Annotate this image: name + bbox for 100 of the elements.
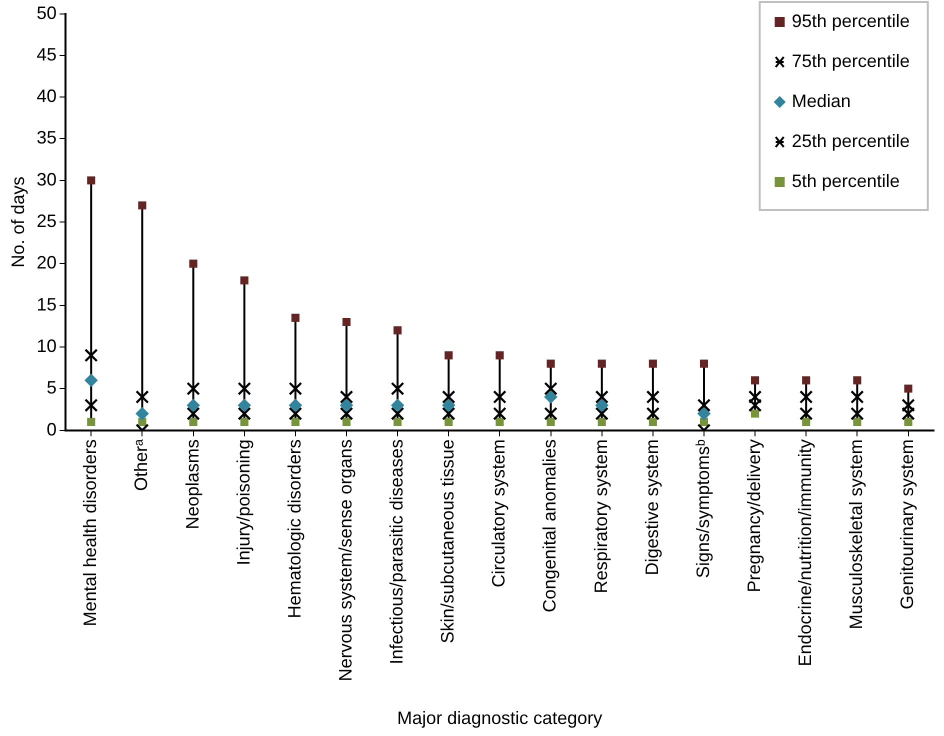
point [850,390,864,404]
point [342,418,351,426]
point [240,276,248,284]
x-tick-label: Nervous system/sense organs [335,439,356,682]
y-tick-label: 50 [36,2,57,23]
point [291,314,300,322]
y-tick-label: 0 [46,419,57,440]
point [444,351,453,360]
point [853,376,862,384]
y-tick-label: 45 [36,44,57,64]
point [186,406,200,420]
x-tick-label: Congenital anomalies [540,439,560,612]
y-tick-label: 10 [36,336,57,356]
x-tick-label: Hematologic disorders [284,439,304,618]
point [186,382,200,396]
x-tick-label: Signs/symptomsᵇ [692,439,713,578]
point [444,418,453,426]
y-tick-label: 40 [36,86,57,106]
point [84,348,98,362]
point [138,201,146,210]
point [697,398,711,412]
y-tick-label: 25 [36,211,57,232]
y-tick-label: 35 [36,128,57,148]
point [342,318,351,326]
point [136,407,149,420]
y-tick-label: 5 [46,378,57,398]
point [240,418,248,426]
point [390,382,404,396]
legend-label: Median [792,90,851,111]
point [648,418,657,426]
point [238,382,252,396]
point [799,406,813,420]
point [84,398,98,412]
point [189,418,198,426]
point [799,390,813,404]
point [391,398,404,412]
y-tick-label: 20 [36,252,57,273]
point [544,390,558,404]
point [802,376,810,384]
point [546,360,555,368]
point [340,390,354,404]
point [598,418,606,426]
point [648,360,657,368]
legend-label: 75th percentile [792,50,910,71]
point [394,418,402,426]
legend-label: 95th percentile [792,10,910,31]
point [84,374,98,387]
point [442,390,456,404]
point [492,390,506,404]
point [87,176,96,184]
point [288,398,302,412]
point [595,398,608,412]
point [238,398,251,412]
point [700,360,708,368]
point [340,398,354,412]
point [394,326,402,334]
point [492,406,506,420]
x-tick-label: Digestive system [642,439,662,576]
point [904,384,912,393]
x-tick-label: Endocrine/nutrition/immunity [795,439,816,666]
legend-label: 25th percentile [792,130,910,151]
x-tick-label: Mental health disorders [80,439,100,626]
point [138,418,146,426]
x-tick-label: Pregnancy/delivery [744,439,764,592]
point [697,407,710,420]
point [238,406,252,420]
point [850,406,864,420]
point [646,406,660,420]
point [853,418,862,426]
point [751,410,760,418]
x-tick-label: Respiratory system [590,439,611,594]
point [496,351,504,360]
x-tick-label: Genitourinary system [897,439,918,610]
point [442,398,456,412]
y-tick-label: 30 [36,169,57,190]
point [291,418,300,426]
x-tick-label: Musculoskeletal system [846,439,866,630]
x-tick-label: Injury/poisoning [233,439,254,566]
point [288,382,302,396]
x-tick-label: Circulatory system [488,439,509,588]
point [544,406,558,420]
point [390,406,404,420]
point [135,390,149,404]
legend-label: 5th percentile [792,170,900,191]
point [189,260,198,268]
point [546,418,555,426]
y-tick-label: 15 [36,294,57,314]
point [751,376,760,384]
point [340,406,354,420]
x-axis-title: Major diagnostic category [397,708,602,728]
point [904,418,912,426]
x-tick-label: Infectious/parasitic diseases [386,439,407,664]
x-tick-label: Neoplasms [182,439,202,530]
point [496,418,504,426]
point [595,390,609,404]
point [802,418,810,426]
point [598,360,606,368]
point [87,418,96,426]
point [595,406,609,420]
point [646,390,660,404]
